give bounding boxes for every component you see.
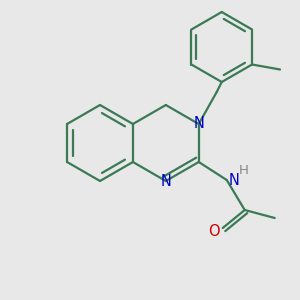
Text: N: N	[193, 116, 204, 131]
Text: H: H	[239, 164, 249, 176]
Text: O: O	[208, 224, 220, 238]
Text: N: N	[160, 173, 171, 188]
Text: N: N	[229, 172, 240, 188]
